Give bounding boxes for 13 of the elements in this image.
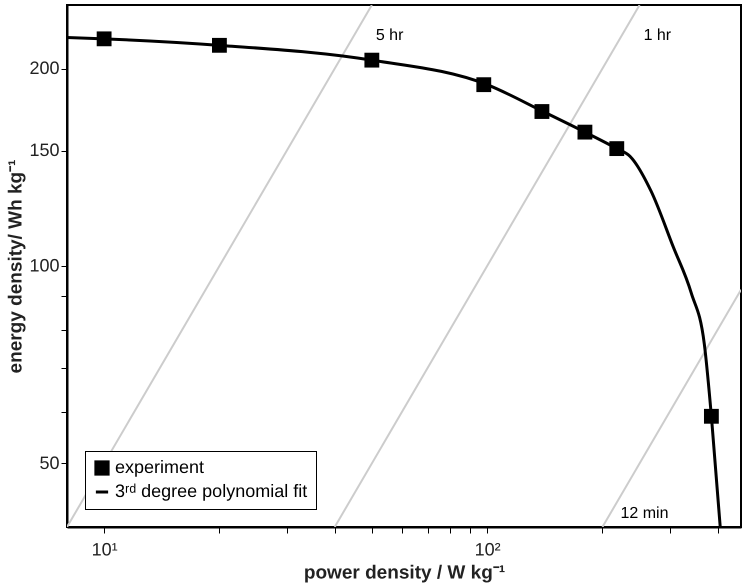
x-tick-label: 10¹ <box>92 540 118 560</box>
y-tick-label: 100 <box>29 256 60 276</box>
y-axis-title: energy density/ Wh kg⁻¹ <box>5 160 26 374</box>
y-tick-label: 150 <box>29 140 60 160</box>
legend-label: 3ʳᵈ degree polynomial fit <box>115 481 308 501</box>
annotation: 5 hr <box>376 27 404 44</box>
y-tick-label: 50 <box>39 452 60 473</box>
annotation: 12 min <box>620 505 668 522</box>
x-axis-title: power density / W kg⁻¹ <box>304 562 506 584</box>
annotation: 1 hr <box>644 27 672 44</box>
y-tick-label: 200 <box>29 58 60 78</box>
legend-label: experiment <box>115 457 204 477</box>
x-tick-label: 10² <box>474 540 501 560</box>
